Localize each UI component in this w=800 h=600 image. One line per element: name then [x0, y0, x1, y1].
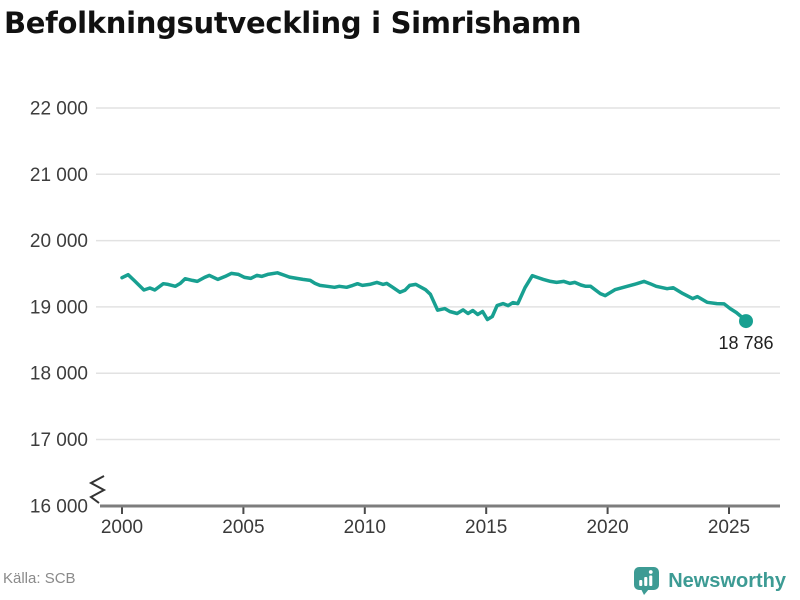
x-axis-label: 2010 [344, 517, 386, 538]
chart-title: Befolkningsutveckling i Simrishamn [4, 6, 582, 40]
population-line [120, 271, 748, 323]
y-axis-label: 20 000 [30, 231, 88, 252]
newsworthy-logo: Newsworthy [633, 566, 786, 596]
y-axis-label: 17 000 [30, 430, 88, 451]
newsworthy-icon [634, 567, 660, 595]
x-axis-label: 2000 [101, 517, 143, 538]
y-axis-label: 16 000 [30, 496, 88, 517]
y-axis-label: 22 000 [30, 99, 88, 120]
x-axis-label: 2015 [465, 517, 507, 538]
x-axis-label: 2005 [222, 517, 264, 538]
end-value-label: 18 786 [718, 333, 773, 353]
y-axis-label: 19 000 [30, 297, 88, 318]
y-axis-break-icon [88, 475, 107, 504]
newsworthy-wordmark: Newsworthy [668, 569, 786, 592]
source-label: Källa: SCB [3, 570, 76, 587]
y-axis-label: 18 000 [30, 364, 88, 385]
x-axis-label: 2025 [708, 517, 750, 538]
y-axis-label: 21 000 [30, 165, 88, 186]
x-axis-label: 2020 [586, 517, 628, 538]
end-point-dot [739, 314, 753, 329]
